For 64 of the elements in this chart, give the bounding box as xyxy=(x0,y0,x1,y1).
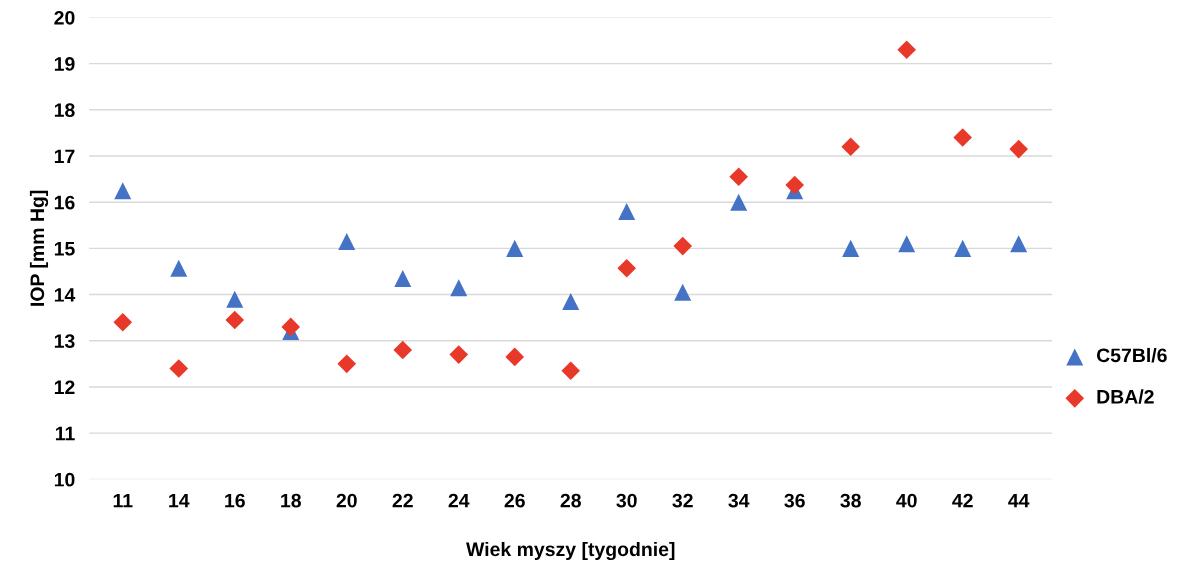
x-tick-label: 44 xyxy=(1008,493,1030,508)
x-tick-label: 18 xyxy=(281,493,301,508)
point xyxy=(394,269,412,287)
point xyxy=(170,259,188,277)
x-tick-label: 16 xyxy=(225,493,245,508)
point xyxy=(785,175,805,195)
x-tick-label: 22 xyxy=(392,493,413,508)
x-tick-label: 20 xyxy=(336,493,357,508)
point xyxy=(337,354,357,374)
point xyxy=(954,239,972,257)
point xyxy=(673,236,693,256)
x-tick-label: 38 xyxy=(840,493,861,508)
x-tick-label: 40 xyxy=(896,493,917,508)
y-tick-label: 14 xyxy=(54,288,76,302)
point xyxy=(506,239,524,257)
point xyxy=(897,40,916,60)
point xyxy=(338,232,356,250)
point xyxy=(1009,139,1028,159)
y-tick-label: 15 xyxy=(54,242,75,256)
y-tick-label: 13 xyxy=(54,334,75,349)
x-tick-label: 36 xyxy=(784,493,805,508)
y-tick-label: 19 xyxy=(54,57,75,71)
x-tick-label: 30 xyxy=(616,493,637,508)
point xyxy=(113,312,133,332)
y-axis-title: IOP [mm Hg] xyxy=(29,190,49,306)
y-tick-label: 11 xyxy=(55,426,75,441)
x-tick-label: 14 xyxy=(169,493,190,508)
point xyxy=(450,279,468,297)
point xyxy=(562,292,580,310)
point xyxy=(561,361,581,381)
x-tick-label: 11 xyxy=(113,493,133,508)
point xyxy=(505,347,525,367)
point xyxy=(729,167,749,187)
x-axis-title: Wiek myszy [tygodnie] xyxy=(466,541,675,561)
point xyxy=(674,283,692,301)
x-tick-label: 24 xyxy=(448,493,470,508)
point xyxy=(842,239,860,257)
point xyxy=(1010,235,1028,253)
y-tick-label: 16 xyxy=(54,195,75,210)
legend-label: DBA/2 xyxy=(1097,389,1154,404)
point xyxy=(225,310,245,330)
x-tick-label: 32 xyxy=(672,493,693,508)
point xyxy=(730,193,748,211)
point xyxy=(226,290,244,308)
point xyxy=(898,235,916,253)
y-tick-label: 20 xyxy=(54,10,75,25)
point xyxy=(449,345,469,364)
point xyxy=(618,202,636,220)
x-tick-label: 42 xyxy=(952,493,973,508)
x-tick-label: 34 xyxy=(728,493,750,508)
point xyxy=(114,182,132,200)
point xyxy=(393,340,413,360)
point xyxy=(169,359,189,378)
x-tick-label: 28 xyxy=(560,493,581,508)
x-tick-label: 26 xyxy=(504,493,525,508)
point xyxy=(617,258,637,278)
point xyxy=(841,137,860,157)
legend-label: C57Bl/6 xyxy=(1096,347,1167,363)
y-tick-label: 12 xyxy=(54,380,75,394)
point xyxy=(953,128,972,147)
point xyxy=(281,317,301,337)
y-tick-label: 17 xyxy=(54,149,75,164)
y-tick-label: 18 xyxy=(54,103,75,118)
y-tick-label: 10 xyxy=(54,472,75,487)
